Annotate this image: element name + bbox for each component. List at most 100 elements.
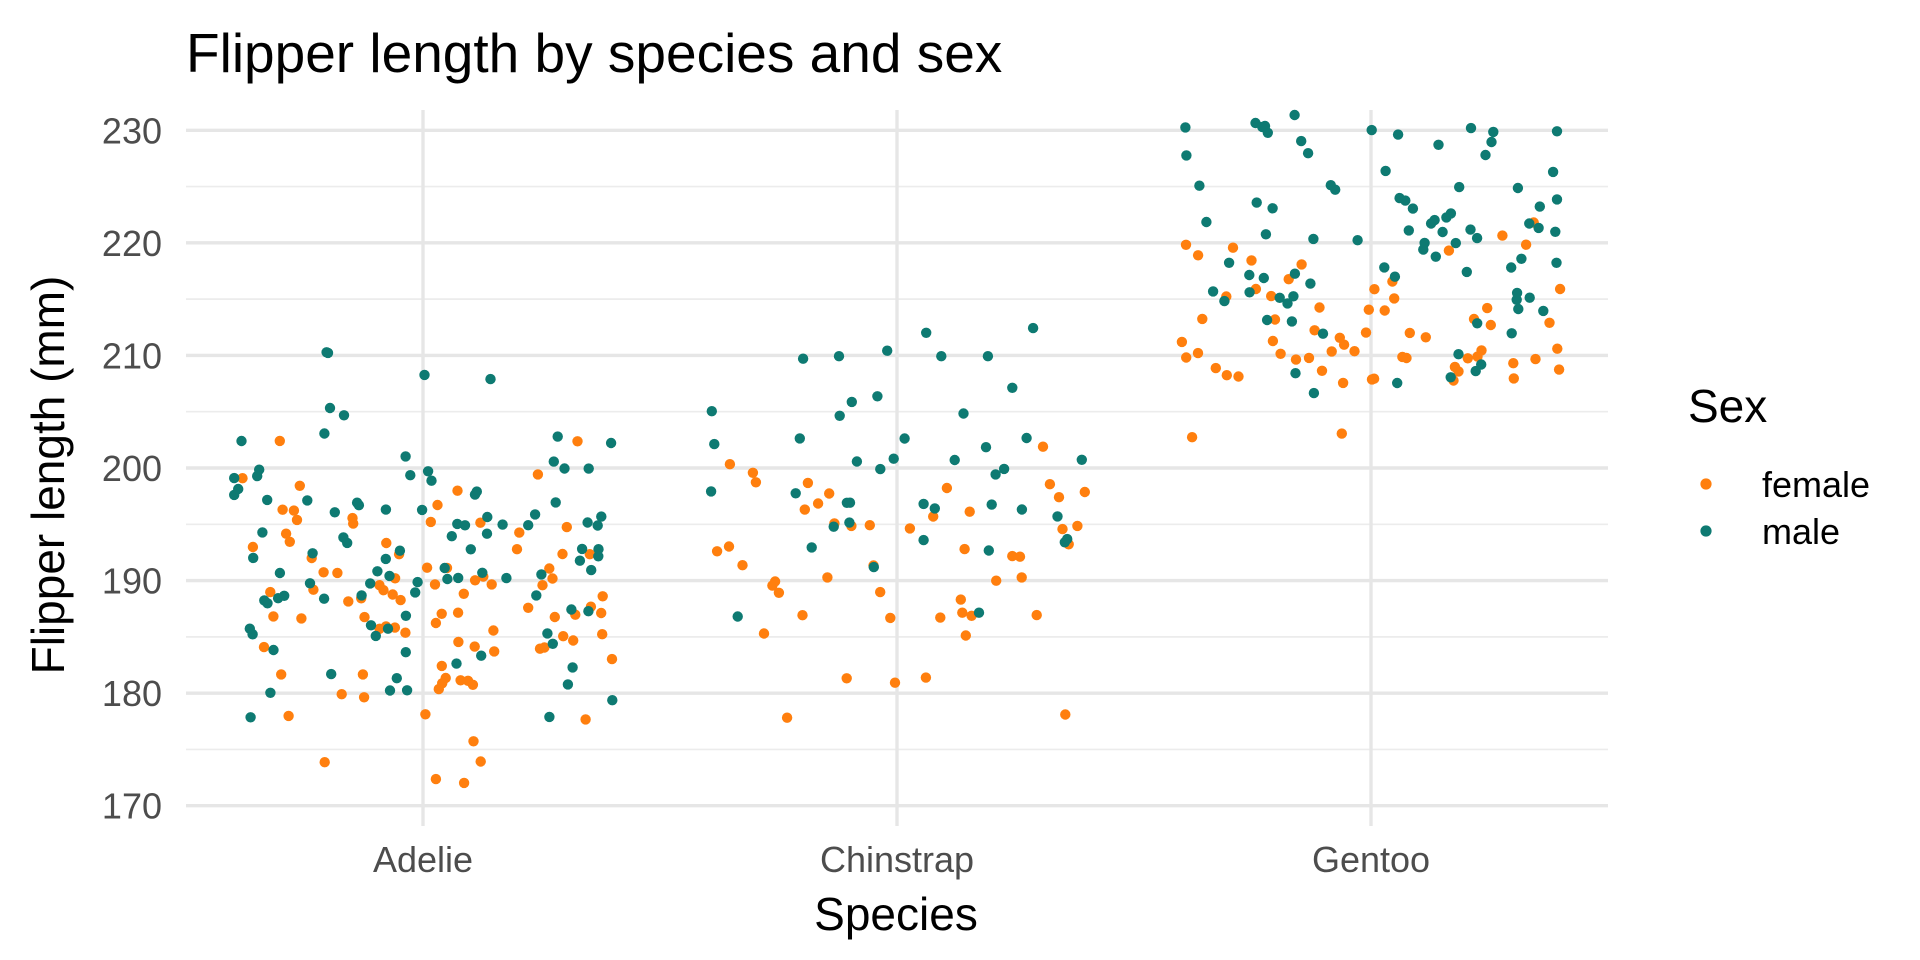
data-point-female — [1192, 250, 1204, 261]
data-point-male — [279, 590, 290, 601]
data-point-male — [918, 534, 929, 546]
data-point-female — [799, 504, 810, 515]
data-point-female — [358, 692, 370, 703]
data-point-female — [737, 560, 748, 571]
data-point-female — [1044, 479, 1056, 490]
data-point-male — [1538, 305, 1549, 317]
data-point-female — [400, 627, 411, 638]
data-point-female — [1309, 325, 1320, 336]
legend-key-male — [1700, 525, 1712, 537]
x-tick-label: Adelie — [373, 839, 473, 880]
data-point-female — [291, 514, 303, 526]
data-point-male — [593, 544, 604, 555]
data-point-male — [302, 495, 313, 506]
data-point-male — [485, 373, 496, 385]
data-point-male — [1550, 226, 1561, 237]
data-point-female — [964, 506, 975, 517]
data-point-male — [1534, 201, 1546, 212]
data-point-female — [475, 756, 486, 767]
data-point-male — [1419, 237, 1430, 249]
data-point-female — [452, 607, 464, 618]
y-tick-label: 190 — [102, 561, 162, 602]
data-point-female — [1079, 486, 1091, 498]
data-point-female — [284, 536, 295, 547]
data-point-female — [1420, 332, 1432, 343]
data-point-male — [446, 531, 457, 542]
data-point-male — [326, 668, 337, 680]
data-point-female — [1520, 239, 1532, 250]
data-point-female — [1379, 305, 1390, 316]
data-point-female — [1316, 365, 1328, 376]
data-point-male — [851, 456, 863, 467]
data-point-male — [844, 517, 855, 528]
data-point-female — [452, 485, 463, 496]
data-point-male — [1513, 303, 1524, 315]
data-point-male — [607, 695, 618, 706]
data-point-female — [1554, 283, 1566, 295]
data-point-female — [374, 580, 385, 591]
data-point-female — [1014, 551, 1026, 562]
data-point-female — [436, 608, 447, 619]
data-point-male — [1261, 314, 1273, 326]
data-point-female — [557, 548, 568, 560]
data-point-male — [1524, 218, 1535, 229]
data-point-male — [422, 466, 434, 477]
data-point-female — [750, 477, 762, 488]
data-point-male — [1524, 292, 1535, 303]
data-point-female — [758, 628, 770, 639]
data-point-female — [724, 459, 736, 470]
data-point-male — [476, 650, 487, 661]
data-point-female — [1472, 351, 1483, 362]
data-point-female — [489, 646, 500, 657]
data-point-male — [1445, 208, 1457, 219]
data-point-female — [812, 498, 824, 509]
data-point-female — [429, 579, 441, 590]
data-point-female — [1530, 353, 1541, 365]
data-point-female — [1210, 362, 1222, 374]
data-point-male — [1076, 454, 1088, 465]
data-point-female — [430, 773, 442, 785]
data-point-male — [790, 488, 801, 499]
data-point-male — [1533, 222, 1544, 234]
data-point-female — [802, 477, 814, 489]
data-point-female — [277, 504, 288, 515]
data-point-male — [410, 587, 421, 598]
data-point-male — [1511, 287, 1523, 299]
x-tick-label: Chinstrap — [820, 839, 974, 880]
data-point-female — [597, 629, 608, 640]
data-point-male — [998, 463, 1010, 475]
data-point-female — [822, 572, 833, 583]
data-point-female — [1197, 313, 1208, 325]
data-point-male — [1194, 180, 1205, 191]
data-point-female — [458, 777, 470, 789]
data-point-male — [380, 553, 391, 565]
data-point-female — [1057, 523, 1068, 535]
data-point-male — [1465, 122, 1477, 134]
data-point-male — [416, 504, 428, 516]
data-point-female — [537, 580, 548, 591]
data-point-female — [1552, 343, 1563, 354]
data-point-male — [544, 711, 555, 723]
data-point-male — [1223, 257, 1235, 268]
data-point-male — [356, 590, 367, 601]
data-point-female — [523, 602, 534, 613]
data-point-male — [1400, 195, 1411, 206]
data-point-male — [471, 486, 482, 497]
data-point-female — [1290, 354, 1302, 365]
data-point-female — [539, 642, 550, 653]
data-point-female — [1508, 373, 1520, 384]
data-point-male — [1305, 278, 1316, 289]
data-point-male — [451, 658, 462, 669]
data-point-male — [583, 606, 594, 617]
data-point-male — [1437, 226, 1448, 238]
data-point-male — [391, 673, 402, 684]
data-point-male — [1516, 253, 1527, 264]
data-point-male — [834, 410, 845, 421]
data-point-male — [949, 454, 960, 466]
data-point-female — [1060, 709, 1071, 720]
data-point-female — [561, 521, 572, 533]
data-point-male — [844, 497, 856, 508]
data-point-male — [592, 520, 603, 531]
data-point-female — [532, 469, 544, 480]
data-point-male — [1282, 298, 1293, 309]
